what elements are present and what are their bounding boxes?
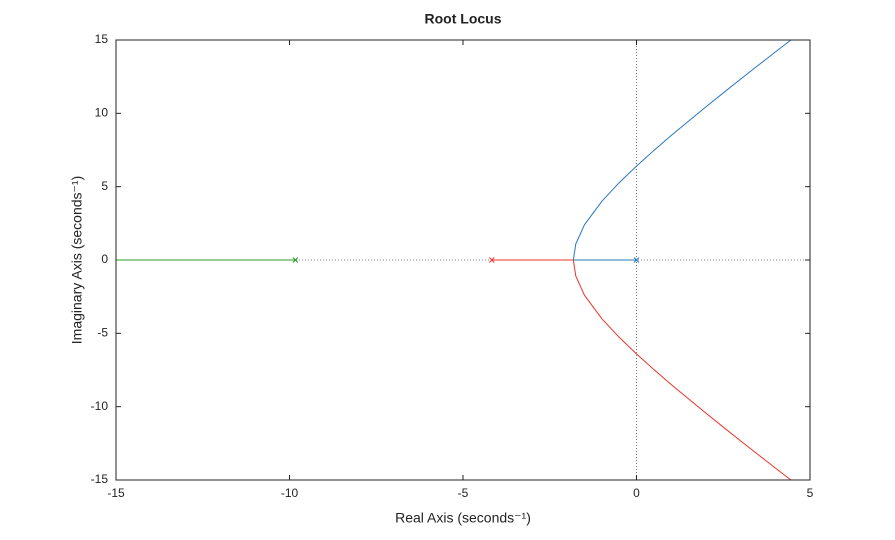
y-tick-label: 10 — [95, 106, 109, 120]
x-tick-label: 0 — [633, 486, 640, 500]
x-axis-label: Real Axis (seconds⁻¹) — [395, 510, 531, 526]
y-tick-label: 0 — [101, 252, 108, 266]
y-tick-label: -5 — [97, 326, 108, 340]
y-tick-label: 5 — [101, 179, 108, 193]
y-tick-label: -10 — [91, 399, 109, 413]
y-tick-label: 15 — [95, 32, 109, 46]
chart-title: Root Locus — [425, 11, 502, 27]
locus-branch — [491, 259, 792, 481]
y-tick-label: -15 — [91, 472, 109, 486]
x-tick-label: 5 — [807, 486, 814, 500]
pole-marker — [488, 257, 495, 263]
x-tick-label: -10 — [281, 486, 299, 500]
plot-frame — [115, 39, 811, 481]
x-tick-label: -5 — [458, 486, 469, 500]
pole-marker — [292, 257, 299, 263]
x-tick-label: -15 — [107, 486, 125, 500]
locus-branch — [572, 39, 792, 261]
y-axis-label: Imaginary Axis (seconds⁻¹) — [69, 176, 85, 344]
pole-marker — [633, 257, 640, 263]
